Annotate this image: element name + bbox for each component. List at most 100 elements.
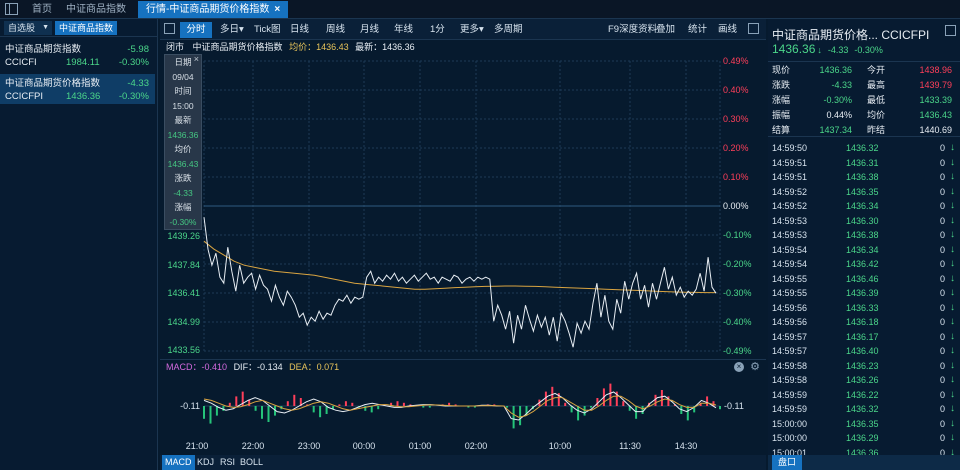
tick-price: 1436.22 xyxy=(846,389,879,400)
overlay-button[interactable]: 叠加 xyxy=(656,24,676,35)
item-pct: -0.30% xyxy=(118,91,149,102)
tick-price: 1436.26 xyxy=(846,375,879,385)
tooltip-label: 最新 xyxy=(174,115,192,125)
down-arrow-icon: ↓ xyxy=(950,142,955,153)
order-book-button[interactable]: 盘口 xyxy=(772,455,802,470)
down-arrow-icon: ↓ xyxy=(950,446,955,458)
tick-price: 1436.36 xyxy=(846,447,879,458)
tick-time: 14:59:56 xyxy=(772,317,808,327)
y-tick-right: -0.40% xyxy=(723,317,752,327)
tick-row: 14:59:56 1436.33 0 ↓ xyxy=(768,301,960,315)
macd-sep: ： xyxy=(192,362,202,372)
watchlist-button[interactable]: 自选股 ▼ xyxy=(4,21,52,35)
macd-y-tick: -0.11 xyxy=(180,401,200,411)
watchlist-item-ccicfpi[interactable]: 中证商品期货价格指数 -4.33 CCICFPI 1436.36 -0.30% xyxy=(0,74,155,104)
price-value: 1436.36 xyxy=(772,42,816,56)
market-status: 闭市 xyxy=(166,42,185,52)
tab-close-icon[interactable]: × xyxy=(274,4,281,15)
quote-value: 0.44% xyxy=(826,110,852,120)
close-icon[interactable]: × xyxy=(193,54,199,64)
button-label: 多日 xyxy=(220,24,240,35)
macd-y-axis: -0.11 -0.11 xyxy=(180,401,744,411)
indicator-tab-macd[interactable]: MACD xyxy=(162,455,195,470)
tick-time: 14:59:57 xyxy=(772,346,808,356)
quote-label: 现价 xyxy=(772,65,791,75)
period-1min-button[interactable]: 1分 xyxy=(430,24,445,35)
dea-line xyxy=(203,395,717,418)
panel-toggle-icon[interactable] xyxy=(164,23,175,34)
tab-home[interactable]: 首页 xyxy=(24,1,60,18)
draw-button[interactable]: 画线 xyxy=(718,24,738,35)
tick-row: 14:59:58 1436.26 0 ↓ xyxy=(768,373,960,387)
avg-price-line xyxy=(203,240,716,294)
tick-row: 14:59:55 1436.39 0 ↓ xyxy=(768,286,960,300)
period-month-button[interactable]: 月线 xyxy=(360,24,380,35)
x-tick: 21:00 xyxy=(186,441,209,451)
watchlist-item-ccicfi[interactable]: 中证商品期货指数 -5.98 CCICFI 1984.11 -0.30% xyxy=(0,40,155,70)
item-name: 中证商品期货指数 xyxy=(5,44,82,55)
tab-label: 行情-中证商品期货价格指数 xyxy=(146,4,270,15)
period-tick-button[interactable]: Tick图 xyxy=(254,24,281,35)
indicator-tab-kdj[interactable]: KDJ xyxy=(197,457,215,467)
tick-row: 14:59:52 1436.34 0 ↓ xyxy=(768,199,960,213)
quote-label: 今开 xyxy=(867,65,886,75)
x-tick: 00:00 xyxy=(353,441,376,451)
indicator-tab-rsi[interactable]: RSI xyxy=(220,457,236,467)
tab-quote-active[interactable]: 行情-中证商品期货价格指数 × xyxy=(138,1,289,18)
quote-label: 涨跌 xyxy=(772,80,791,90)
quote-value: 1436.36 xyxy=(819,65,852,75)
period-week-button[interactable]: 周线 xyxy=(326,24,346,35)
tick-price: 1436.38 xyxy=(846,230,879,240)
period-day-button[interactable]: 日线 xyxy=(290,24,310,35)
quote-value: 1438.96 xyxy=(919,65,952,75)
tick-time: 14:59:50 xyxy=(772,143,808,153)
quote-row: 结算 1437.34 昨结 1440.69 xyxy=(768,123,960,137)
close-indicator-icon[interactable]: × xyxy=(734,362,744,372)
item-pct: -0.30% xyxy=(118,57,149,68)
period-year-button[interactable]: 年线 xyxy=(394,24,414,35)
tick-volume: 0 xyxy=(939,201,945,211)
tick-volume: 0 xyxy=(939,404,945,414)
multi-period-button[interactable]: 多周期 xyxy=(494,24,523,35)
current-price: 1436.36 ↓ -4.33 -0.30% xyxy=(772,42,883,56)
instrument-title: 中证商品期货价格... CCICFPI xyxy=(772,28,930,42)
period-multiday-button[interactable]: 多日▾ xyxy=(216,22,248,38)
f9-profile-button[interactable]: F9深度资料 xyxy=(608,24,658,35)
panel-toggle-icon[interactable] xyxy=(945,25,956,36)
tooltip-label: 日期 xyxy=(174,57,192,67)
intraday-chart[interactable]: 1439.26 1437.84 1436.41 1434.99 1433.56 0.49… xyxy=(160,19,766,470)
tick-row: 15:00:01 1436.36 0 ↓ xyxy=(768,446,960,460)
indicator-tab-boll[interactable]: BOLL xyxy=(240,457,264,467)
y-tick-right: 0.10% xyxy=(723,172,749,182)
x-tick: 10:00 xyxy=(549,441,572,451)
gear-icon[interactable]: ⚙ xyxy=(750,361,760,373)
tick-row: 14:59:57 1436.17 0 ↓ xyxy=(768,330,960,344)
down-arrow-icon: ↓ xyxy=(950,214,955,226)
x-tick: 02:00 xyxy=(465,441,488,451)
tick-time: 14:59:54 xyxy=(772,259,808,269)
tick-price: 1436.39 xyxy=(846,288,879,298)
down-arrow-icon: ↓ xyxy=(950,417,955,429)
item-price: 1984.11 xyxy=(66,57,100,68)
period-intraday-button[interactable]: 分时 xyxy=(180,22,212,38)
tick-volume: 0 xyxy=(939,186,945,197)
expand-panel-icon[interactable] xyxy=(748,23,759,34)
tick-price: 1436.31 xyxy=(846,157,879,168)
down-arrow-icon: ↓ xyxy=(950,316,955,327)
tick-price: 1436.46 xyxy=(846,273,879,284)
tick-volume: 0 xyxy=(939,317,945,327)
index-group-button[interactable]: 中证商品指数 xyxy=(55,21,118,35)
x-tick: 23:00 xyxy=(298,441,321,451)
tab-index-list[interactable]: 中证商品指数 xyxy=(58,1,134,18)
tick-row: 14:59:50 1436.32 0 ↓ xyxy=(768,141,960,155)
sidebar-toggle-icon[interactable] xyxy=(5,3,18,15)
tick-volume: 0 xyxy=(939,157,945,168)
y-tick-left: 1439.26 xyxy=(167,231,200,241)
y-tick-right: -0.10% xyxy=(723,230,752,240)
tick-row: 15:00:00 1436.29 0 ↓ xyxy=(768,431,960,445)
period-more-button[interactable]: 更多▾ xyxy=(456,22,488,38)
tick-row: 14:59:53 1436.38 0 ↓ xyxy=(768,228,960,242)
stats-button[interactable]: 统计 xyxy=(688,24,708,35)
chart-info-line: 闭市 中证商品期货价格指数 均价：1436.43 最新：1436.36 xyxy=(160,40,766,55)
price-pct: -0.30% xyxy=(854,45,883,55)
